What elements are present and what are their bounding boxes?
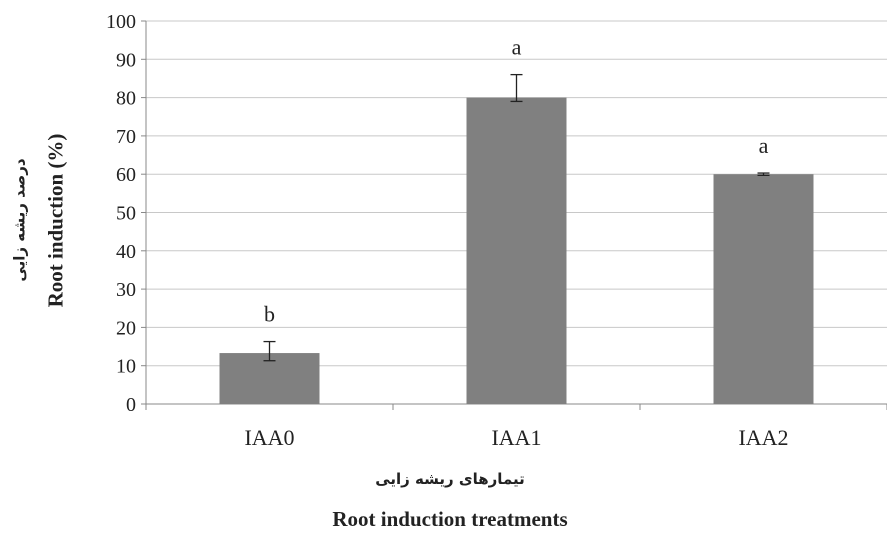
significance-letter: b [264, 302, 275, 327]
y-axis-label-persian: درصد ریشه زایی [2, 120, 38, 320]
bar [466, 97, 567, 404]
x-axis-label-persian: تیمارهای ریشه زایی [375, 470, 525, 488]
y-tick-label: 70 [116, 126, 136, 148]
y-tick-label: 60 [116, 164, 136, 186]
x-tick-label: IAA1 [491, 425, 541, 450]
y-tick-label: 20 [116, 317, 136, 339]
x-tick-label: IAA2 [738, 425, 788, 450]
y-axis-label-persian-text: درصد ریشه زایی [11, 158, 29, 282]
y-tick-label: 10 [116, 356, 136, 378]
y-tick-label: 40 [116, 241, 136, 263]
bar [219, 353, 320, 404]
y-axis-label-text: Root induction (%) [43, 133, 68, 307]
bar [713, 174, 814, 404]
significance-letter: a [512, 35, 522, 60]
y-axis-label: Root induction (%) [36, 90, 76, 350]
y-tick-label: 50 [116, 203, 136, 225]
x-axis-label: Root induction treatments [332, 507, 568, 531]
x-tick-label: IAA0 [244, 425, 294, 450]
significance-letter: a [759, 133, 769, 158]
y-tick-label: 90 [116, 49, 136, 71]
y-tick-label: 0 [126, 394, 136, 416]
y-tick-label: 80 [116, 88, 136, 110]
y-tick-label: 100 [106, 11, 136, 33]
y-tick-label: 30 [116, 279, 136, 301]
